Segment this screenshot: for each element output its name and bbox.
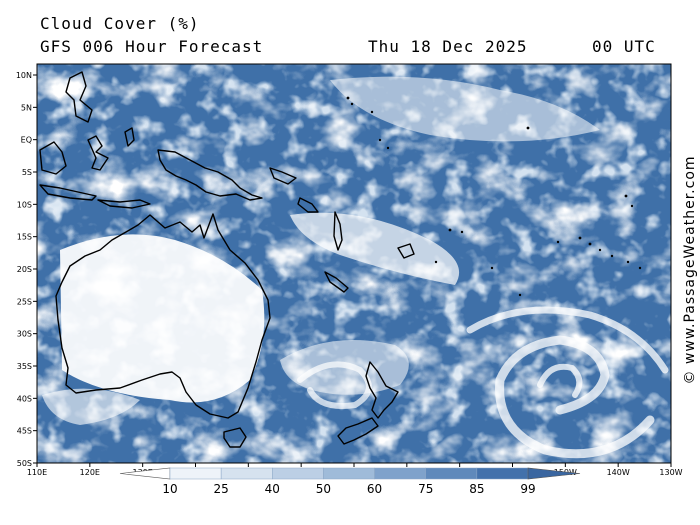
lat-label: 5N: [21, 103, 32, 112]
lon-label: 110E: [27, 468, 47, 477]
java-coastline: [39, 184, 97, 201]
colorbar-label: 10: [162, 482, 177, 496]
new-zealand-north-coastline: [365, 361, 399, 419]
low-pressure-swirl: [466, 306, 669, 459]
colorbar-label: 60: [367, 482, 382, 496]
colorbar-label: 50: [316, 482, 331, 496]
borneo-coastline: [39, 141, 67, 175]
secondary-swirl: [297, 361, 372, 409]
lat-label: 45S: [17, 427, 32, 436]
colorbar-segment: [374, 467, 426, 480]
coastlines: [39, 71, 415, 448]
forecast-subtitle: GFS 006 Hour Forecast: [40, 37, 264, 56]
lat-label: 20S: [17, 265, 32, 274]
lat-label: 5S: [22, 168, 32, 177]
colorbar-segment: [220, 467, 273, 480]
lat-label: 15S: [17, 233, 32, 242]
lat-label: 40S: [17, 394, 32, 403]
new-guinea-coastline: [157, 149, 263, 201]
colorbar-label: 85: [469, 482, 484, 496]
map-field: [37, 64, 671, 463]
lat-label: EQ: [21, 136, 32, 145]
lat-label: 25S: [17, 297, 32, 306]
map-title: Cloud Cover (%): [40, 14, 200, 33]
colorbar-segment: [272, 467, 324, 480]
lat-label: 10N: [16, 71, 32, 80]
colorbar-label: 99: [520, 482, 535, 496]
lon-label: 120E: [80, 468, 100, 477]
small-islands: [346, 96, 642, 297]
fiji-coastline: [397, 243, 415, 259]
watermark-text: © www.PassageWeather.com: [682, 155, 698, 384]
colorbar-segment: [476, 467, 529, 480]
lat-label: 30S: [17, 330, 32, 339]
colorbar-label: 40: [265, 482, 280, 496]
forecast-date: Thu 18 Dec 2025: [368, 37, 528, 56]
colorbar-segment: [169, 467, 222, 480]
lon-label: 130W: [659, 468, 682, 477]
colorbar-label: 25: [214, 482, 229, 496]
lat-label: 50S: [17, 459, 32, 468]
new-zealand-south-coastline: [337, 417, 379, 445]
clear-area-southwest: [42, 388, 140, 425]
philippines-coastline: [65, 71, 93, 123]
lesser-sunda-coastline: [97, 199, 151, 209]
australia-coastline: [55, 213, 271, 419]
new-caledonia-coastline: [324, 271, 349, 293]
new-britain-coastline: [269, 167, 297, 185]
colorbar-segment: [323, 467, 375, 480]
tasmania-coastline: [223, 427, 247, 448]
colorbar-over-arrow: [527, 467, 581, 480]
forecast-time: 00 UTC: [592, 37, 656, 56]
halmahera-coastline: [124, 127, 135, 147]
lat-label: 10S: [17, 200, 32, 209]
solomon-islands-coastline: [297, 197, 319, 213]
lat-label: 35S: [17, 362, 32, 371]
lon-label: 140W: [607, 468, 630, 477]
clear-area-australia: [60, 234, 265, 403]
colorbar-segment: [425, 467, 478, 480]
colorbar: 10 25 40 50 60 75 85 99: [119, 467, 581, 496]
vanuatu-coastline: [333, 211, 343, 251]
colorbar-label: 75: [418, 482, 433, 496]
clear-area-north-pacific: [330, 76, 600, 142]
latitude-axis: 10N 5N EQ 5S 10S 15S 20S 25S 30S 35S 40S 45S 50S: [16, 71, 37, 468]
clear-band-coral-sea: [290, 212, 460, 285]
sulawesi-coastline: [87, 135, 109, 171]
